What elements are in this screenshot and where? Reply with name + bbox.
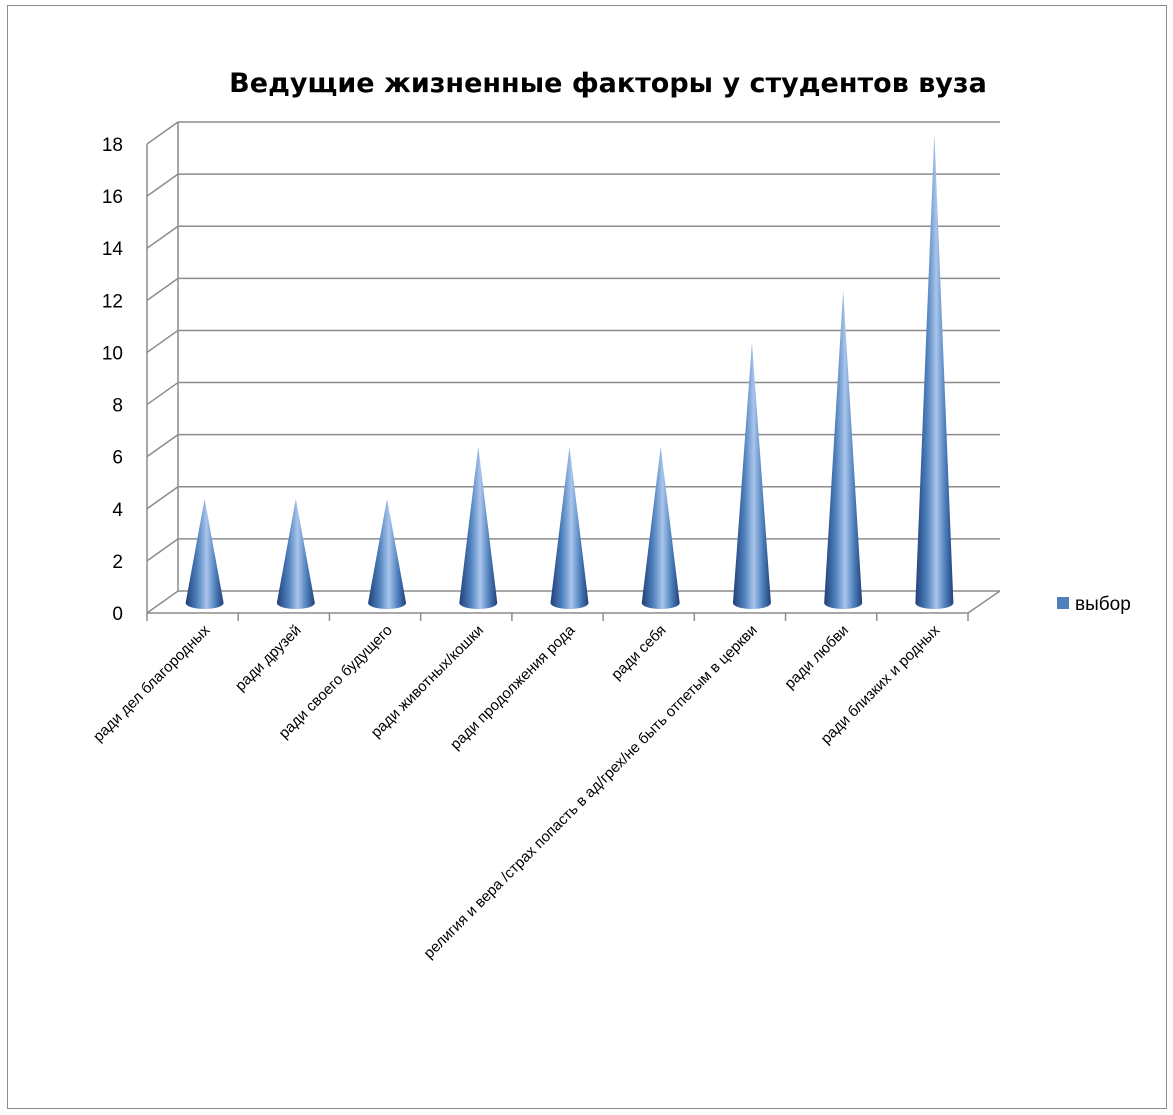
y-tick-label: 2 [112, 552, 123, 573]
cone-bar [185, 498, 224, 609]
y-tick-label: 0 [112, 604, 123, 625]
cone-bar [550, 446, 589, 609]
cone-body [641, 446, 680, 609]
gridline-side [146, 486, 179, 510]
cone-body [276, 498, 315, 609]
y-tick-label: 10 [102, 343, 123, 364]
gridline-side [146, 381, 179, 406]
chart-title: Ведущие жизненные факторы у студентов ву… [229, 68, 987, 99]
cone-bar [824, 290, 863, 609]
x-category-label: ради любви [781, 622, 852, 693]
cone-bar [915, 134, 954, 609]
x-category-label: религия и вера /страх попасть в ад/грех/… [420, 622, 760, 962]
cone-body [459, 446, 498, 609]
x-category-label: ради друзей [232, 622, 305, 695]
cone-body [824, 290, 863, 609]
y-tick-label: 18 [102, 135, 123, 156]
y-tick-label: 14 [102, 239, 124, 260]
y-tick-label: 4 [112, 500, 123, 521]
legend: выбор [1057, 594, 1131, 615]
y-tick-label: 12 [102, 291, 123, 312]
x-category-label: ради дел благородных [90, 621, 214, 745]
y-tick-label: 8 [112, 396, 123, 417]
gridline-side [146, 434, 179, 458]
cone-body [732, 342, 771, 609]
grid-layer [146, 121, 1001, 621]
cone-bar [641, 446, 680, 609]
gridline-side [146, 225, 179, 249]
cone-body [185, 498, 224, 609]
legend-entry: выбор [1075, 594, 1131, 615]
gridline-side [146, 121, 179, 145]
cone-body [368, 498, 407, 609]
gridline-side [146, 538, 179, 562]
gridline-side [146, 173, 179, 197]
x-category-label: ради себя [608, 622, 670, 684]
gridline-side [146, 590, 179, 614]
cone-bar [368, 498, 407, 609]
y-tick-label: 6 [112, 448, 123, 469]
y-axis-ticks: 0 2 4 6 8 10 12 14 16 18 [102, 135, 124, 625]
cone-series [185, 134, 954, 609]
legend-swatch [1057, 597, 1069, 609]
cone-body [550, 446, 589, 609]
cone-bar [276, 498, 315, 609]
y-tick-label: 16 [102, 187, 123, 208]
gridline-side [146, 277, 179, 301]
gridline-side [146, 329, 179, 354]
cone-bar [732, 342, 771, 609]
cone-body [915, 134, 954, 609]
cone-bar [459, 446, 498, 609]
